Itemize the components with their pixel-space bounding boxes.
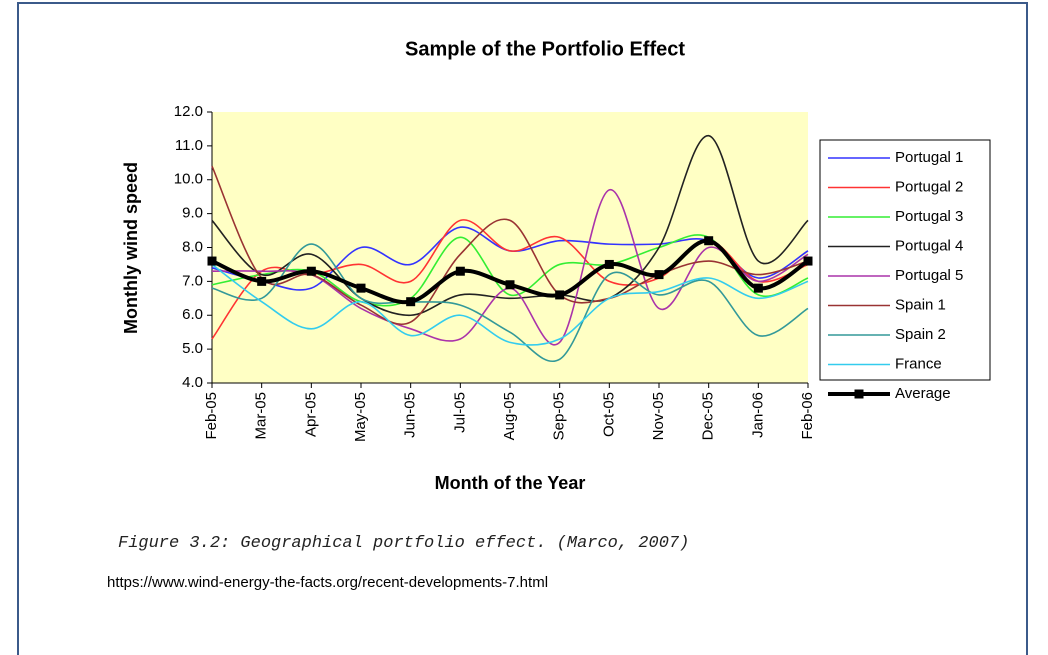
x-tick-label: Jan-06 [749,392,766,438]
legend-label: France [895,355,942,372]
x-tick-label: Dec-05 [700,392,717,440]
source-url: https://www.wind-energy-the-facts.org/re… [107,574,549,591]
marker [406,297,416,307]
y-tick-label: 7.0 [182,272,203,289]
y-tick-label: 5.0 [182,340,203,357]
marker [455,266,465,276]
legend-label: Spain 2 [895,326,946,343]
marker [257,276,267,286]
y-tick-label: 12.0 [174,103,203,120]
x-tick-label: Mar-05 [253,392,270,440]
x-tick-label: May-05 [352,392,369,442]
marker [306,266,316,276]
marker [356,283,366,293]
legend-label: Portugal 4 [895,237,963,254]
y-tick-label: 11.0 [175,137,203,154]
x-tick-label: Sep-05 [551,392,568,440]
series-line [211,243,809,362]
series-line [211,134,809,317]
legend-label: Spain 1 [895,296,946,313]
legend-box [819,139,991,381]
marker [604,259,614,269]
y-axis-label: Monthly wind speed [121,162,141,334]
marker [753,283,763,293]
marker [704,236,714,246]
legend-marker [854,389,864,399]
series-line [211,263,809,346]
legend-label: Portugal 5 [895,267,963,284]
marker [803,256,813,266]
marker [654,270,664,280]
x-tick-label: Jul-05 [451,392,468,433]
y-tick-label: 9.0 [182,205,203,222]
frame [17,2,1028,655]
x-tick-label: Nov-05 [650,392,667,440]
marker [555,290,565,300]
x-tick-label: Aug-05 [501,392,518,440]
x-tick-label: Feb-06 [799,392,816,440]
y-tick-label: 4.0 [182,374,203,391]
series-line [211,165,809,325]
legend-label: Portugal 1 [895,149,963,166]
marker [505,280,515,290]
x-tick-label: Jun-05 [402,392,419,438]
x-tick-label: Oct-05 [600,392,617,437]
x-tick-label: Apr-05 [302,392,319,437]
x-axis-label: Month of the Year [435,473,586,493]
y-tick-label: 8.0 [182,238,203,255]
legend-label: Average [895,385,951,402]
chart-title: Sample of the Portfolio Effect [405,38,685,60]
series-line [211,189,809,346]
x-tick-label: Feb-05 [203,392,220,440]
y-tick-label: 6.0 [182,306,203,323]
marker [207,256,217,266]
y-tick-label: 10.0 [174,171,203,188]
legend-label: Portugal 2 [895,178,963,195]
caption: Figure 3.2: Geographical portfolio effec… [118,534,690,553]
legend-label: Portugal 3 [895,208,963,225]
